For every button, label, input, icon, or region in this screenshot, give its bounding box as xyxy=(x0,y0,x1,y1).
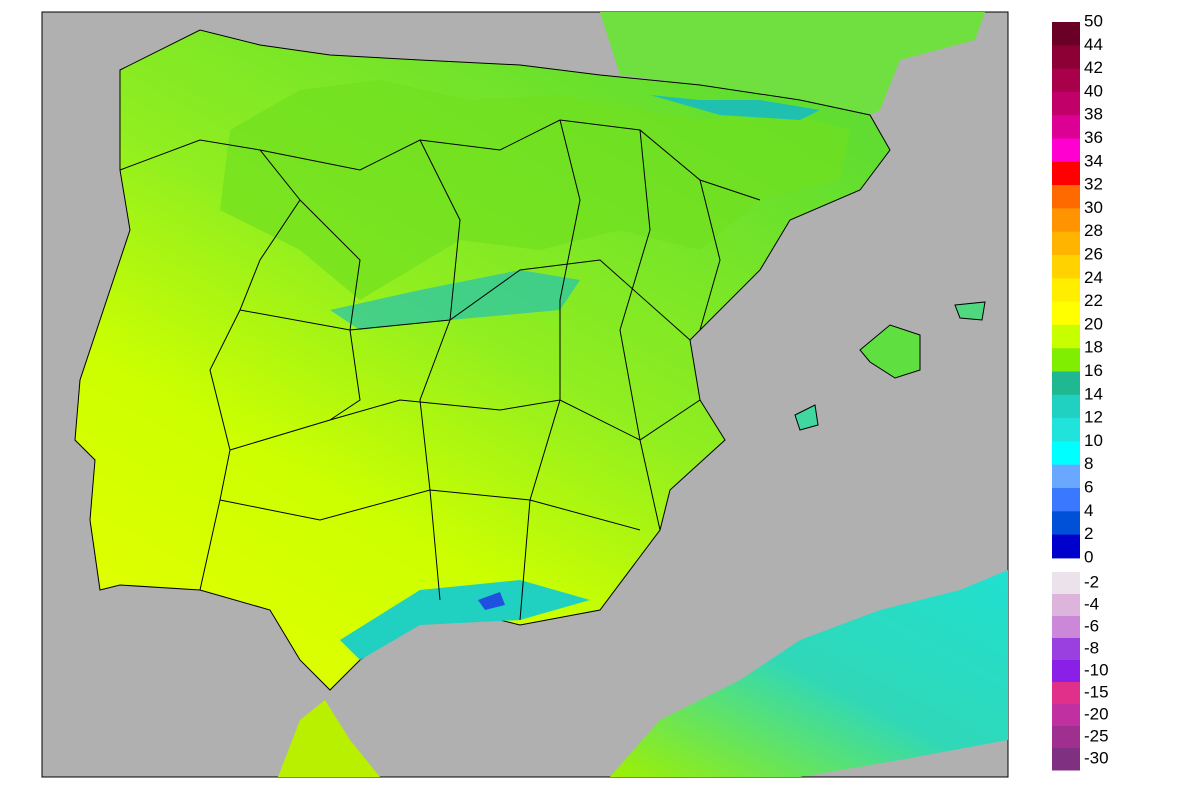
legend-tick-label: 14 xyxy=(1084,384,1103,403)
legend-swatch xyxy=(1052,208,1080,233)
legend-tick-label: 50 xyxy=(1084,11,1103,30)
north-africa xyxy=(610,570,1008,777)
legend-tick-label: -6 xyxy=(1084,616,1099,635)
betic-range xyxy=(340,580,590,660)
legend-swatch xyxy=(1052,161,1080,186)
legend-swatch xyxy=(1052,45,1080,70)
legend-swatch xyxy=(1052,138,1080,163)
legend-swatch xyxy=(1052,441,1080,466)
legend-tick-label: 34 xyxy=(1084,151,1103,170)
legend-swatch xyxy=(1052,348,1080,372)
legend-swatch xyxy=(1052,255,1080,279)
legend-swatch xyxy=(1052,726,1080,749)
province-borders xyxy=(119,119,761,621)
legend-tick-label: -2 xyxy=(1084,572,1099,591)
legend-tick-label: 12 xyxy=(1084,408,1103,427)
legend: 5044424038363432302826242220181614121086… xyxy=(1052,11,1109,771)
pyrenees xyxy=(650,95,820,120)
legend-tick-label: -20 xyxy=(1084,704,1109,723)
legend-swatch xyxy=(1052,418,1080,442)
legend-tick-label: 38 xyxy=(1084,105,1103,124)
legend-tick-label: -30 xyxy=(1084,748,1109,767)
mallorca xyxy=(859,324,921,379)
legend-swatch xyxy=(1052,594,1080,617)
legend-swatch xyxy=(1052,185,1080,209)
legend-tick-label: -10 xyxy=(1084,660,1109,679)
legend-tick-label: 42 xyxy=(1084,58,1103,77)
legend-swatch xyxy=(1052,91,1080,116)
legend-tick-label: 0 xyxy=(1084,547,1093,566)
menorca xyxy=(954,301,986,321)
legend-tick-label: 2 xyxy=(1084,524,1093,543)
legend-swatch xyxy=(1052,115,1080,139)
legend-swatch xyxy=(1052,464,1080,489)
legend-swatch xyxy=(1052,534,1080,559)
legend-swatch xyxy=(1052,68,1080,93)
legend-swatch xyxy=(1052,488,1080,512)
legend-tick-label: 6 xyxy=(1084,477,1093,496)
legend-tick-label: -8 xyxy=(1084,638,1099,657)
northern-region xyxy=(220,80,850,300)
legend-swatch xyxy=(1052,394,1080,419)
legend-swatch xyxy=(1052,660,1080,683)
morocco xyxy=(278,700,380,777)
legend-tick-label: 22 xyxy=(1084,291,1103,310)
legend-tick-label: 40 xyxy=(1084,81,1103,100)
legend-tick-label: -15 xyxy=(1084,682,1109,701)
legend-tick-label: 30 xyxy=(1084,198,1103,217)
legend-tick-label: 24 xyxy=(1084,268,1103,287)
legend-tick-label: 18 xyxy=(1084,338,1103,357)
legend-tick-label: 36 xyxy=(1084,128,1103,147)
legend-tick-label: 8 xyxy=(1084,454,1093,473)
legend-swatch xyxy=(1052,324,1080,349)
legend-tick-label: -4 xyxy=(1084,594,1099,613)
legend-tick-label: 4 xyxy=(1084,501,1093,520)
legend-swatch xyxy=(1052,572,1080,595)
legend-swatch xyxy=(1052,704,1080,727)
central-range xyxy=(330,270,580,330)
legend-tick-label: 44 xyxy=(1084,35,1103,54)
legend-swatch xyxy=(1052,511,1080,536)
legend-swatch xyxy=(1052,682,1080,705)
legend-swatch xyxy=(1052,616,1080,639)
france xyxy=(600,12,985,120)
legend-tick-label: 26 xyxy=(1084,244,1103,263)
legend-swatch xyxy=(1052,748,1080,771)
legend-swatch xyxy=(1052,301,1080,326)
sierra-nevada xyxy=(478,592,505,610)
legend-tick-label: 32 xyxy=(1084,175,1103,194)
legend-swatch xyxy=(1052,231,1080,256)
legend-swatch xyxy=(1052,278,1080,303)
legend-swatch xyxy=(1052,22,1080,46)
legend-swatch xyxy=(1052,371,1080,396)
legend-swatch xyxy=(1052,638,1080,661)
map xyxy=(41,11,1009,778)
legend-tick-label: 16 xyxy=(1084,361,1103,380)
legend-tick-label: 10 xyxy=(1084,431,1103,450)
legend-tick-label: 28 xyxy=(1084,221,1103,240)
legend-tick-label: -25 xyxy=(1084,726,1109,745)
ibiza xyxy=(794,404,819,431)
legend-tick-label: 20 xyxy=(1084,314,1103,333)
